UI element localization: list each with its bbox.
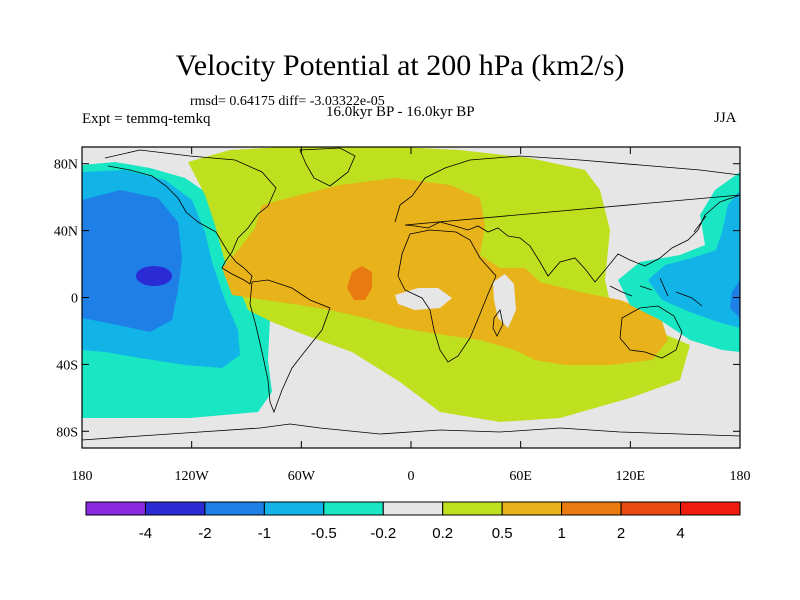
lat-tick-label: 80N — [54, 158, 78, 173]
colorbar-label: 2 — [617, 525, 625, 542]
longitude-ticks: 180 120W 60W 0 60E 120E 180 — [72, 147, 751, 484]
colorbar-label: -0.5 — [311, 525, 337, 542]
map-field — [82, 147, 740, 448]
stats-text: rmsd= 0.64175 diff= -3.03322e-05 — [190, 94, 385, 109]
colorbar-swatch — [501, 501, 563, 516]
latitude-ticks: 80N 40N 0 40S 80S — [54, 158, 740, 440]
colorbar-swatch — [561, 501, 622, 516]
colorbar-label: -0.2 — [370, 525, 396, 542]
colorbar-swatch — [382, 501, 444, 516]
colorbar: -4 -2 -1 -0.5 -0.2 0.2 0.5 1 2 4 — [85, 501, 741, 542]
lon-tick-label: 60W — [288, 469, 316, 484]
colorbar-swatch — [620, 501, 682, 516]
coast-australia — [619, 305, 683, 359]
lon-tick-label: 120E — [616, 469, 646, 484]
coast-greenland — [299, 147, 356, 187]
colorbar-label: 1 — [557, 525, 565, 542]
period-label: 16.0kyr BP - 16.0kyr BP — [326, 104, 475, 120]
lon-tick-label: 0 — [408, 469, 415, 484]
pacific-blue-region — [82, 190, 182, 332]
indian-ocean-neutral-gap — [493, 274, 516, 328]
colorbar-swatch — [680, 501, 741, 516]
coast-antarctica — [82, 423, 740, 441]
central-orange-region — [222, 178, 668, 365]
lat-tick-label: 0 — [71, 292, 78, 307]
colorbar-swatch — [144, 501, 206, 516]
experiment-label: Expt = temmq-temkq — [82, 111, 211, 127]
lat-tick-label: 80S — [56, 425, 78, 440]
colorbar-label: -4 — [139, 525, 152, 542]
equatorial-neutral-gap — [395, 288, 452, 310]
coast-south-america — [249, 279, 331, 414]
lon-tick-label: 60E — [509, 469, 532, 484]
lon-tick-label: 180 — [72, 469, 93, 484]
coast-north-america — [104, 149, 277, 285]
colorbar-swatch — [85, 501, 146, 516]
colorbar-label: -1 — [258, 525, 271, 542]
season-label: JJA — [714, 110, 737, 126]
lon-tick-label: 120W — [175, 469, 210, 484]
coast-maritime-continent — [609, 277, 703, 307]
atlantic-dark-orange-core — [347, 266, 372, 300]
coast-europe-asia — [394, 155, 740, 283]
colorbar-label: 0.2 — [432, 525, 453, 542]
pacific-dark-blue-core — [136, 266, 172, 286]
map-title: Velocity Potential at 200 hPa (km2/s) — [175, 49, 625, 82]
colorbar-swatch — [323, 501, 384, 516]
lat-tick-label: 40S — [56, 358, 78, 373]
coast-madagascar — [492, 309, 504, 337]
colorbar-label: -2 — [198, 525, 211, 542]
lat-tick-label: 40N — [54, 225, 78, 240]
coastlines — [82, 147, 740, 441]
coast-africa — [397, 229, 497, 363]
colorbar-swatch — [263, 501, 325, 516]
colorbar-label: 0.5 — [492, 525, 513, 542]
colorbar-swatch — [442, 501, 503, 516]
lon-tick-label: 180 — [730, 469, 751, 484]
colorbar-label: 4 — [676, 525, 684, 542]
colorbar-swatch — [204, 501, 265, 516]
west-pacific-sky-blue-region — [648, 190, 740, 328]
west-pacific-blue-region — [730, 280, 740, 318]
coast-japan — [693, 215, 707, 233]
